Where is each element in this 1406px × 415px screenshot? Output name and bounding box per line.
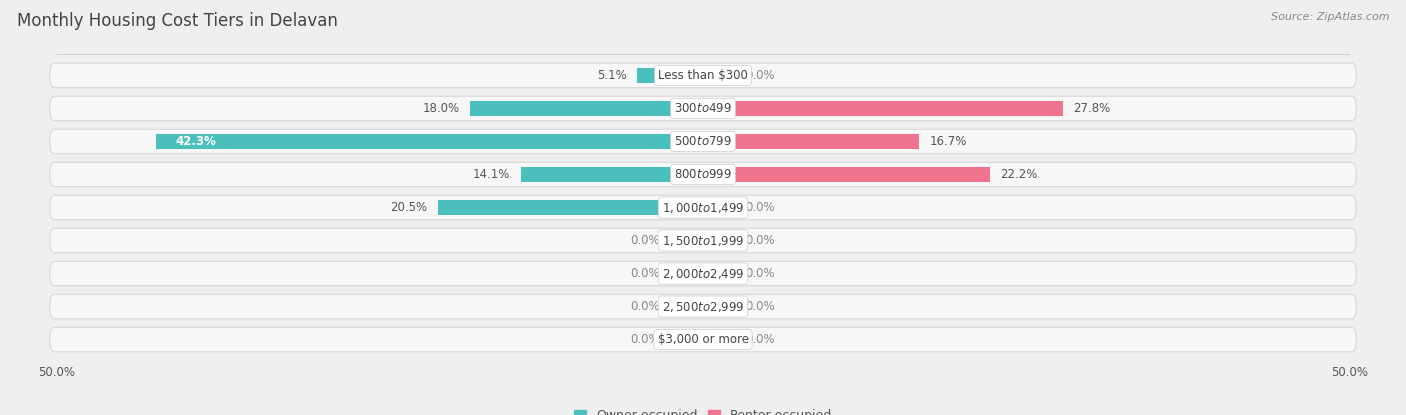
- Bar: [671, 233, 703, 248]
- Text: 0.0%: 0.0%: [745, 201, 775, 214]
- FancyBboxPatch shape: [49, 294, 1357, 319]
- Text: 5.1%: 5.1%: [598, 69, 627, 82]
- FancyBboxPatch shape: [49, 162, 1357, 187]
- Text: 18.0%: 18.0%: [423, 102, 460, 115]
- Bar: [703, 266, 735, 281]
- Bar: [703, 200, 735, 215]
- Text: 0.0%: 0.0%: [631, 267, 661, 280]
- FancyBboxPatch shape: [49, 327, 1357, 352]
- Text: 0.0%: 0.0%: [745, 234, 775, 247]
- Bar: [703, 101, 1063, 116]
- FancyBboxPatch shape: [49, 63, 1357, 88]
- Text: Less than $300: Less than $300: [658, 69, 748, 82]
- Text: 0.0%: 0.0%: [631, 234, 661, 247]
- Text: $800 to $999: $800 to $999: [673, 168, 733, 181]
- FancyBboxPatch shape: [49, 195, 1357, 220]
- Bar: [671, 266, 703, 281]
- Text: 42.3%: 42.3%: [176, 135, 217, 148]
- Text: $2,500 to $2,999: $2,500 to $2,999: [662, 300, 744, 314]
- Bar: [156, 134, 703, 149]
- FancyBboxPatch shape: [49, 228, 1357, 253]
- Text: 0.0%: 0.0%: [745, 69, 775, 82]
- Bar: [703, 134, 920, 149]
- Text: 16.7%: 16.7%: [929, 135, 967, 148]
- FancyBboxPatch shape: [49, 96, 1357, 121]
- Bar: [703, 68, 735, 83]
- Bar: [703, 299, 735, 314]
- Bar: [703, 167, 990, 182]
- Text: 0.0%: 0.0%: [631, 333, 661, 346]
- Bar: [520, 167, 703, 182]
- FancyBboxPatch shape: [49, 261, 1357, 286]
- Text: $1,500 to $1,999: $1,500 to $1,999: [662, 234, 744, 247]
- Text: 27.8%: 27.8%: [1073, 102, 1111, 115]
- Bar: [671, 299, 703, 314]
- Bar: [671, 332, 703, 347]
- Bar: [703, 332, 735, 347]
- Bar: [703, 233, 735, 248]
- Bar: [437, 200, 703, 215]
- Bar: [637, 68, 703, 83]
- Legend: Owner-occupied, Renter-occupied: Owner-occupied, Renter-occupied: [574, 409, 832, 415]
- Text: $3,000 or more: $3,000 or more: [658, 333, 748, 346]
- Text: $500 to $799: $500 to $799: [673, 135, 733, 148]
- Text: Monthly Housing Cost Tiers in Delavan: Monthly Housing Cost Tiers in Delavan: [17, 12, 337, 30]
- Text: Source: ZipAtlas.com: Source: ZipAtlas.com: [1271, 12, 1389, 22]
- FancyBboxPatch shape: [49, 129, 1357, 154]
- Bar: [470, 101, 703, 116]
- Text: $2,000 to $2,499: $2,000 to $2,499: [662, 266, 744, 281]
- Text: 0.0%: 0.0%: [745, 267, 775, 280]
- Text: 0.0%: 0.0%: [631, 300, 661, 313]
- Text: 0.0%: 0.0%: [745, 333, 775, 346]
- Text: 20.5%: 20.5%: [391, 201, 427, 214]
- Text: 14.1%: 14.1%: [472, 168, 510, 181]
- Text: $300 to $499: $300 to $499: [673, 102, 733, 115]
- Text: $1,000 to $1,499: $1,000 to $1,499: [662, 200, 744, 215]
- Text: 0.0%: 0.0%: [745, 300, 775, 313]
- Text: 22.2%: 22.2%: [1001, 168, 1038, 181]
